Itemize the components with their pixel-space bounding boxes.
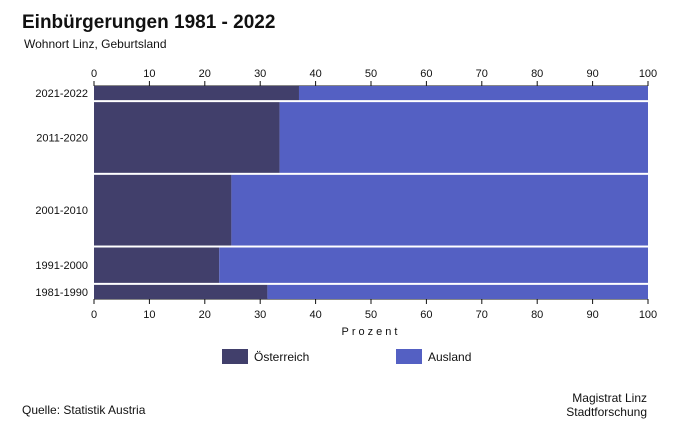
x-tick-label-bottom-50: 50 (365, 309, 377, 321)
x-tick-label-top-0: 0 (91, 68, 97, 80)
x-tick-label-bottom-40: 40 (309, 309, 321, 321)
chart-subtitle: Wohnort Linz, Geburtsland (24, 37, 167, 51)
x-tick-label-bottom-10: 10 (143, 309, 155, 321)
bar-2021-2022-oesterreich (94, 86, 299, 101)
bar-2001-2010-oesterreich (94, 174, 232, 246)
x-tick-label-top-100: 100 (639, 68, 657, 80)
legend-label-ausland: Ausland (428, 349, 472, 364)
bar-1981-1990-oesterreich (94, 284, 268, 299)
x-tick-label-bottom-80: 80 (531, 309, 543, 321)
bar-2001-2010-ausland (231, 174, 648, 246)
x-tick-label-top-20: 20 (199, 68, 211, 80)
legend-swatch-oesterreich (222, 349, 248, 364)
credit-line-1: Magistrat Linz (572, 391, 647, 405)
x-tick-label-top-70: 70 (476, 68, 488, 80)
bar-1991-2000-ausland (219, 247, 649, 283)
x-tick-label-bottom-20: 20 (199, 309, 211, 321)
y-category-label-2001-2010: 2001-2010 (35, 205, 88, 217)
y-category-label-1991-2000: 1991-2000 (35, 260, 88, 272)
x-tick-label-top-90: 90 (586, 68, 598, 80)
y-category-label-2011-2020: 2011-2020 (36, 132, 88, 144)
x-tick-label-top-80: 80 (531, 68, 543, 80)
x-tick-label-top-40: 40 (309, 68, 321, 80)
y-category-label-2021-2022: 2021-2022 (35, 88, 88, 100)
x-tick-label-bottom-90: 90 (586, 309, 598, 321)
legend-item-oesterreich: Österreich (222, 349, 309, 364)
credit-note: Magistrat Linz Stadtforschung (566, 391, 647, 419)
bar-2011-2020-oesterreich (94, 102, 280, 173)
bar-2011-2020-ausland (279, 102, 648, 173)
source-note: Quelle: Statistik Austria (22, 403, 146, 417)
x-tick-label-top-10: 10 (143, 68, 155, 80)
legend-label-oesterreich: Österreich (254, 349, 310, 364)
legend-item-ausland: Ausland (396, 349, 471, 364)
y-category-label-1981-1990: 1981-1990 (35, 287, 88, 299)
x-tick-label-bottom-0: 0 (91, 309, 97, 321)
bar-2021-2022-ausland (298, 86, 648, 101)
x-axis-label: Prozent (342, 326, 401, 338)
x-tick-label-bottom-30: 30 (254, 309, 266, 321)
x-tick-label-top-30: 30 (254, 68, 266, 80)
x-tick-label-bottom-70: 70 (476, 309, 488, 321)
bar-1991-2000-oesterreich (94, 247, 220, 283)
bar-1981-1990-ausland (267, 284, 648, 299)
x-tick-label-bottom-100: 100 (639, 309, 657, 321)
legend-swatch-ausland (396, 349, 422, 364)
credit-line-2: Stadtforschung (566, 405, 647, 419)
x-tick-label-bottom-60: 60 (420, 309, 432, 321)
x-tick-label-top-50: 50 (365, 68, 377, 80)
x-tick-label-top-60: 60 (420, 68, 432, 80)
chart-title: Einbürgerungen 1981 - 2022 (22, 12, 276, 33)
